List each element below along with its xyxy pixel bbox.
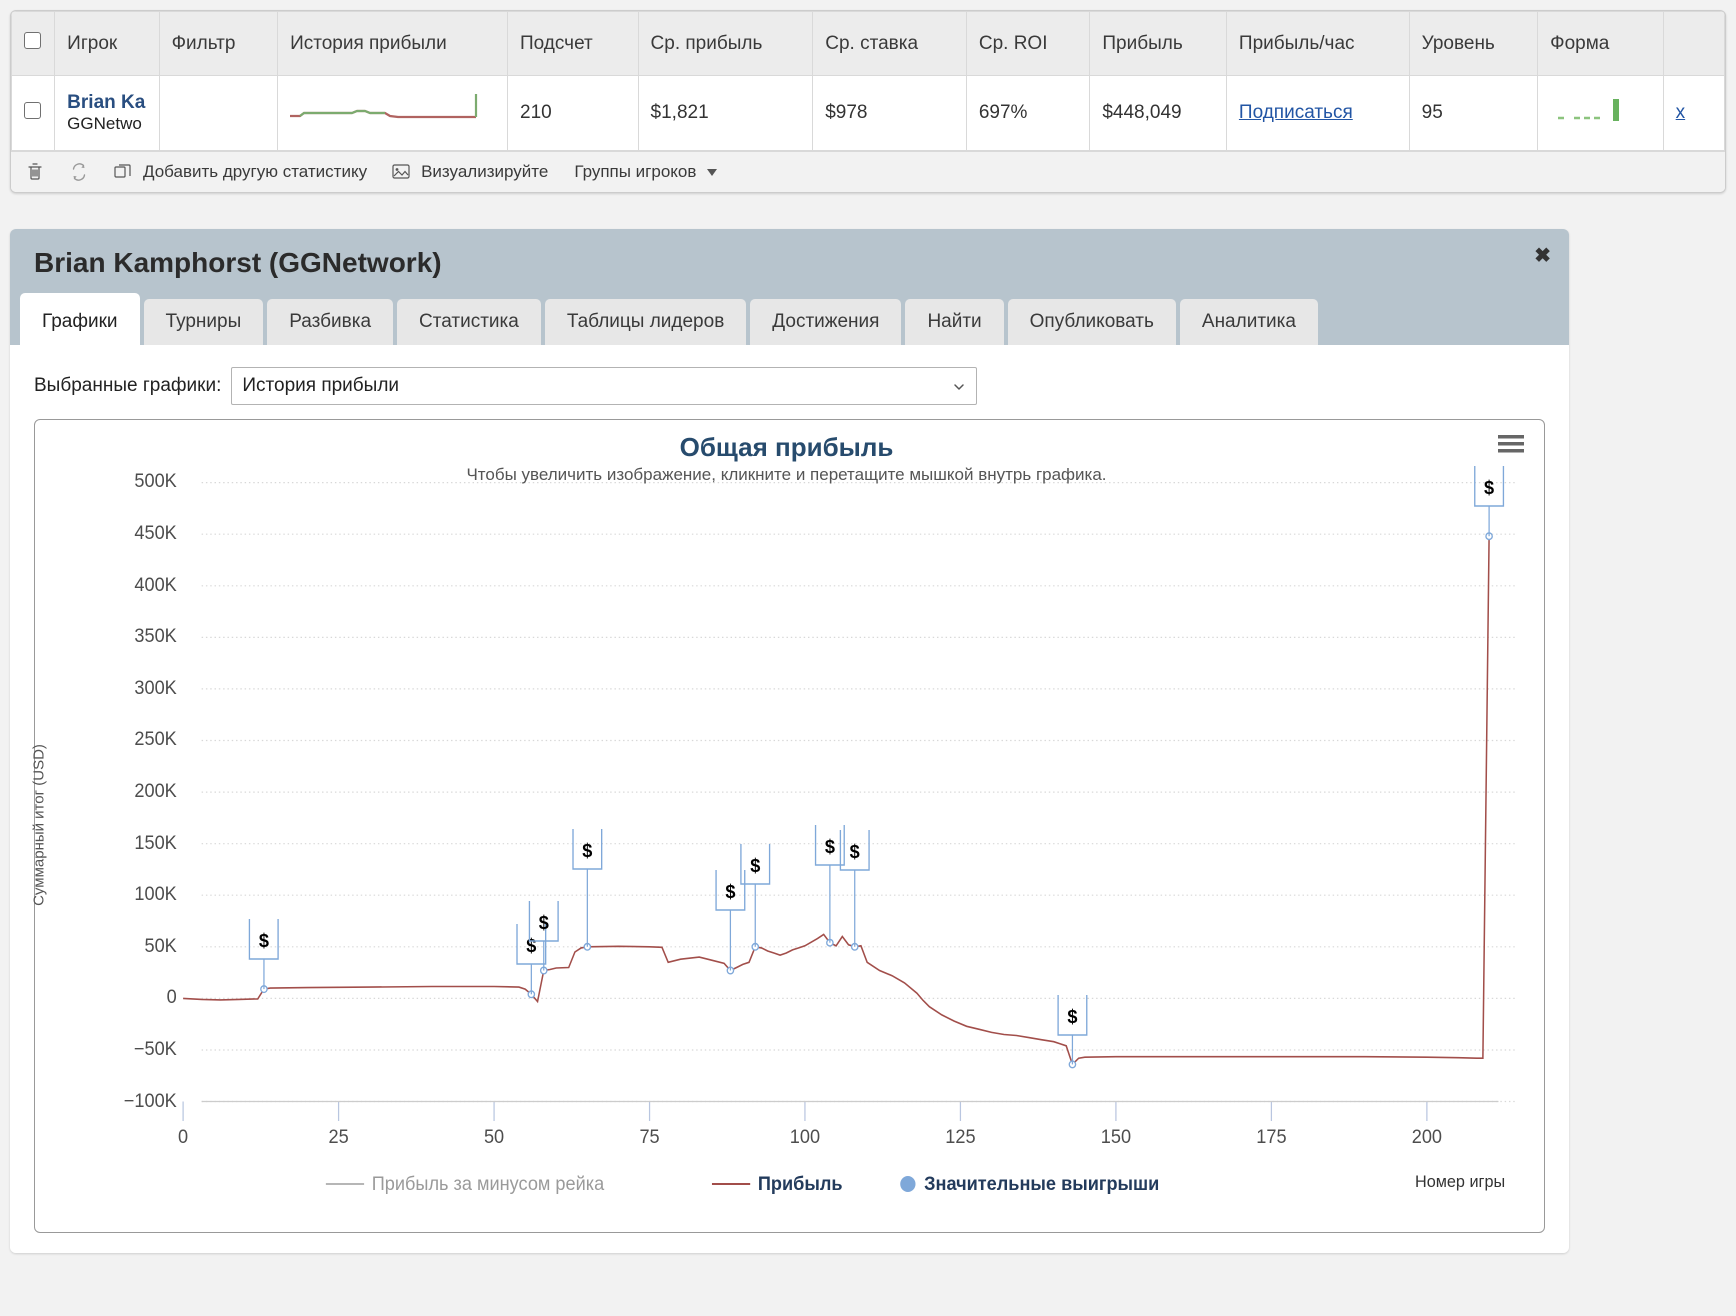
svg-text:150: 150 (1101, 1126, 1131, 1147)
svg-text:$: $ (259, 930, 270, 951)
svg-text:$: $ (1067, 1006, 1078, 1027)
svg-text:75: 75 (639, 1126, 659, 1147)
svg-text:300K: 300K (134, 677, 177, 698)
svg-text:450K: 450K (134, 522, 177, 543)
svg-text:400K: 400K (134, 574, 177, 595)
svg-text:−100K: −100K (124, 1090, 178, 1111)
svg-text:50K: 50K (144, 935, 177, 956)
svg-text:100K: 100K (134, 883, 177, 904)
svg-text:$: $ (725, 881, 736, 902)
svg-text:Значительные выигрыши: Значительные выигрыши (924, 1173, 1159, 1194)
svg-text:100: 100 (790, 1126, 820, 1147)
svg-text:Прибыль: Прибыль (758, 1173, 843, 1194)
svg-text:$: $ (526, 935, 537, 956)
svg-text:0: 0 (167, 986, 177, 1007)
svg-text:175: 175 (1256, 1126, 1286, 1147)
svg-text:250K: 250K (134, 728, 177, 749)
svg-text:50: 50 (484, 1126, 504, 1147)
svg-text:Прибыль за минусом рейка: Прибыль за минусом рейка (372, 1173, 605, 1194)
svg-text:$: $ (750, 855, 761, 876)
svg-text:−50K: −50K (134, 1038, 177, 1059)
svg-text:125: 125 (945, 1126, 975, 1147)
svg-text:$: $ (825, 836, 836, 857)
svg-text:350K: 350K (134, 625, 177, 646)
svg-text:Номер игры: Номер игры (1415, 1172, 1505, 1191)
svg-text:25: 25 (328, 1126, 348, 1147)
svg-text:$: $ (582, 840, 593, 861)
svg-text:$: $ (539, 912, 550, 933)
svg-text:150K: 150K (134, 832, 177, 853)
svg-text:$: $ (850, 841, 861, 862)
svg-text:200: 200 (1412, 1126, 1442, 1147)
svg-text:200K: 200K (134, 780, 177, 801)
svg-text:0: 0 (178, 1126, 188, 1147)
